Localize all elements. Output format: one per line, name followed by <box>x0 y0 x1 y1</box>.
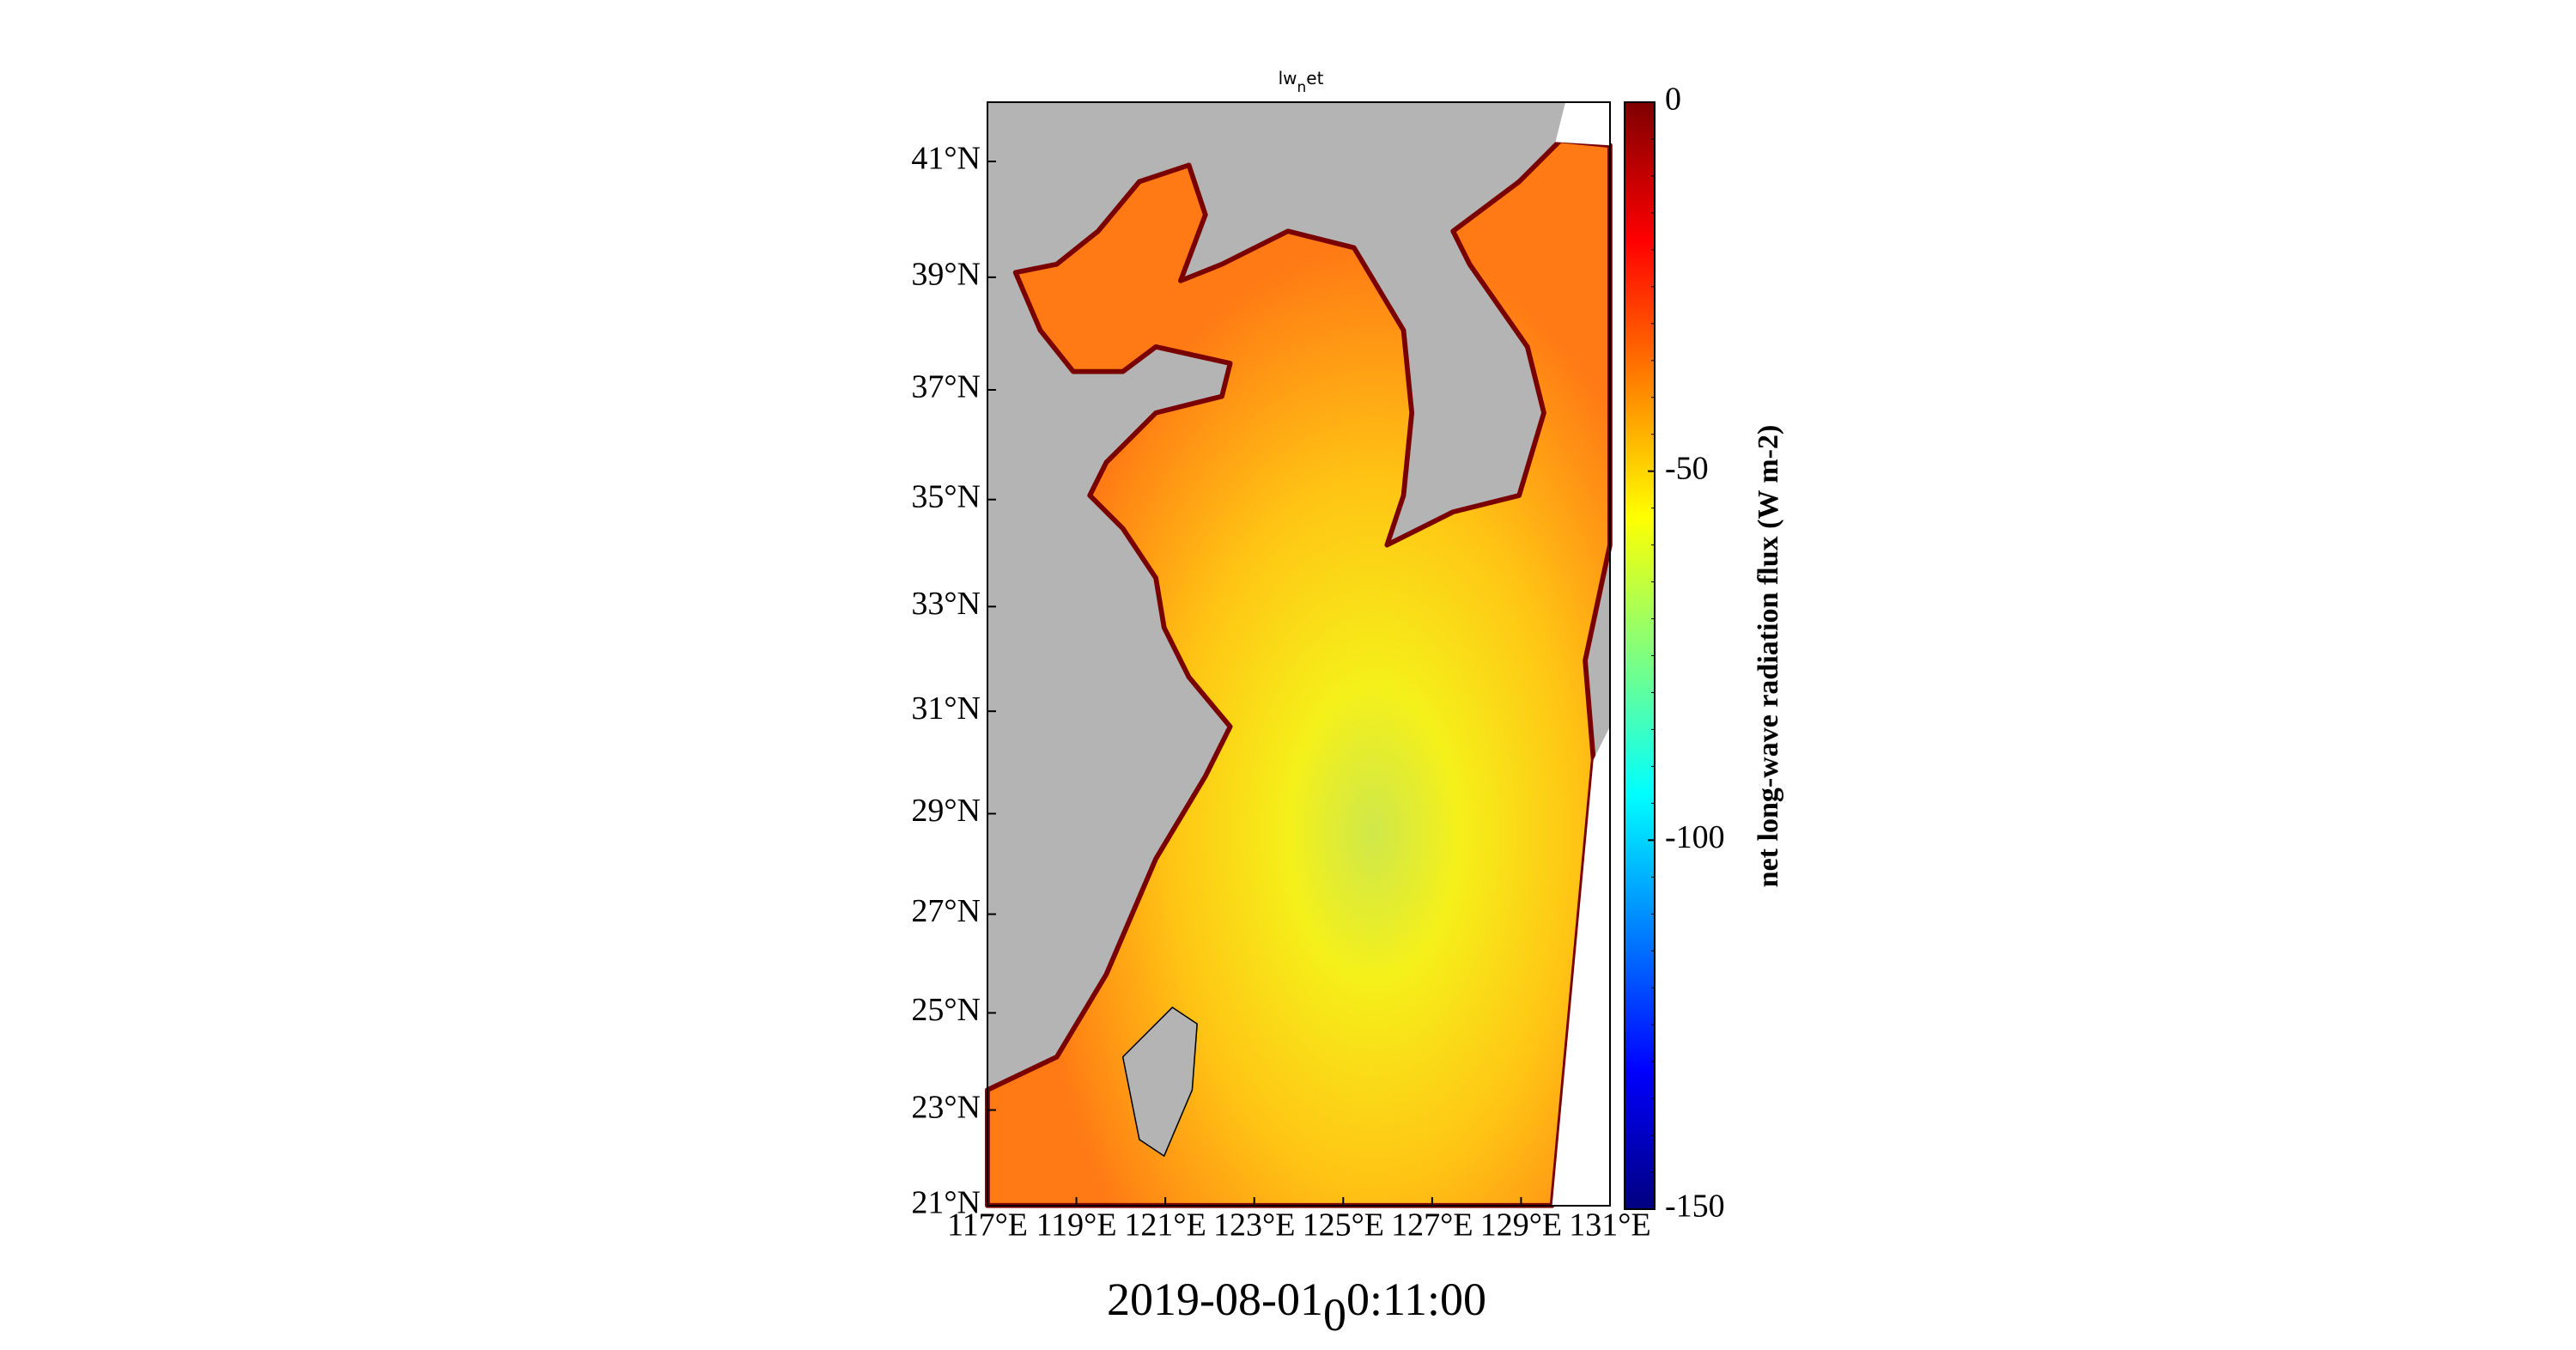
x-tick-label: 127°E <box>1391 1207 1473 1244</box>
y-tick-label: 21°N <box>911 1185 981 1221</box>
colorbar <box>1624 101 1656 1210</box>
y-tick-label: 25°N <box>911 992 981 1028</box>
x-tick-label: 125°E <box>1303 1207 1384 1244</box>
y-tick-label: 39°N <box>911 257 981 293</box>
timestamp-subscript: 0 <box>1323 1289 1346 1341</box>
colorbar-tick-label: -100 <box>1665 819 1725 855</box>
timestamp-text: 2019-08-01 <box>1107 1274 1323 1325</box>
colorbar-tick-label: -50 <box>1665 450 1709 486</box>
x-tick-label: 123°E <box>1213 1207 1295 1244</box>
y-tick-label: 33°N <box>911 586 981 622</box>
plot-frame <box>987 101 1611 1207</box>
y-tick-label: 29°N <box>911 793 981 829</box>
title: lwnet <box>1279 68 1324 97</box>
y-tick-label: 31°N <box>911 690 981 727</box>
y-tick-label: 35°N <box>911 478 981 514</box>
y-tick-label: 23°N <box>911 1089 981 1125</box>
sea <box>985 137 1613 1208</box>
y-tick-label: 27°N <box>911 893 981 929</box>
x-tick-label: 117°E <box>947 1207 1028 1244</box>
x-tick-label: 121°E <box>1124 1207 1206 1244</box>
colorbar-tick-label: 0 <box>1665 82 1681 118</box>
title-suffix: et <box>1306 68 1323 88</box>
title-subscript: n <box>1297 79 1306 96</box>
x-tick-label: 131°E <box>1569 1207 1650 1244</box>
y-tick-label: 41°N <box>911 141 981 177</box>
timestamp: 2019-08-0100:11:00 <box>1107 1274 1486 1341</box>
timestamp-suffix: 0:11:00 <box>1346 1274 1486 1325</box>
no-data <box>1555 102 1610 146</box>
title-text: lw <box>1279 68 1297 88</box>
no-data <box>1552 727 1610 1206</box>
taiwan <box>1121 1006 1198 1158</box>
colorbar-label: net long-wave radiation flux (W m-2) <box>1753 425 1784 888</box>
colorbar-tick-label: -150 <box>1665 1189 1725 1225</box>
y-tick-label: 37°N <box>911 369 981 405</box>
x-tick-label: 119°E <box>1036 1207 1117 1244</box>
x-tick-label: 129°E <box>1480 1207 1562 1244</box>
sea-layer <box>985 102 1613 1208</box>
